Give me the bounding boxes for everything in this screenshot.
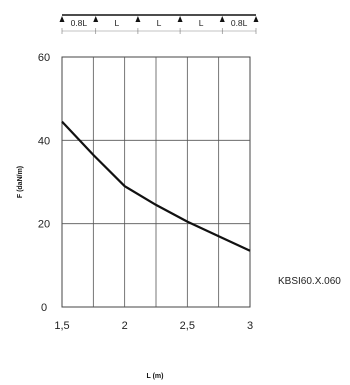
span-label: 0.8L (71, 18, 88, 28)
support-marker (93, 16, 99, 22)
series-label: KBSI60.X.060 (278, 276, 341, 287)
support-marker (135, 16, 141, 22)
y-tick-label: 0 (41, 302, 47, 314)
x-tick-labels: 1,5 2 2,5 3 (54, 320, 253, 332)
y-tick-labels: 0 20 40 60 (38, 52, 50, 314)
span-label: L (157, 18, 162, 28)
x-tick-label: 1,5 (54, 320, 69, 332)
y-tick-label: 60 (38, 52, 50, 64)
x-tick-label: 2 (122, 320, 128, 332)
x-tick-label: 2,5 (180, 320, 195, 332)
series-layer (61, 120, 251, 252)
support-marker (177, 16, 183, 22)
x-axis-title: L (m) (147, 373, 164, 380)
support-marker (219, 16, 225, 22)
span-label: 0.8L (231, 18, 248, 28)
y-axis-title: F (daN/m) (17, 166, 24, 198)
y-tick-label: 40 (38, 135, 50, 147)
grid-lines (62, 57, 250, 307)
series-line-0 (61, 120, 251, 252)
support-marker (59, 16, 65, 22)
support-marker (253, 16, 259, 22)
span-label: L (199, 18, 204, 28)
y-tick-label: 20 (38, 219, 50, 231)
span-diagram: 0.8L L L L 0.8L (59, 14, 259, 34)
span-label: L (114, 18, 119, 28)
x-tick-label: 3 (247, 320, 253, 332)
